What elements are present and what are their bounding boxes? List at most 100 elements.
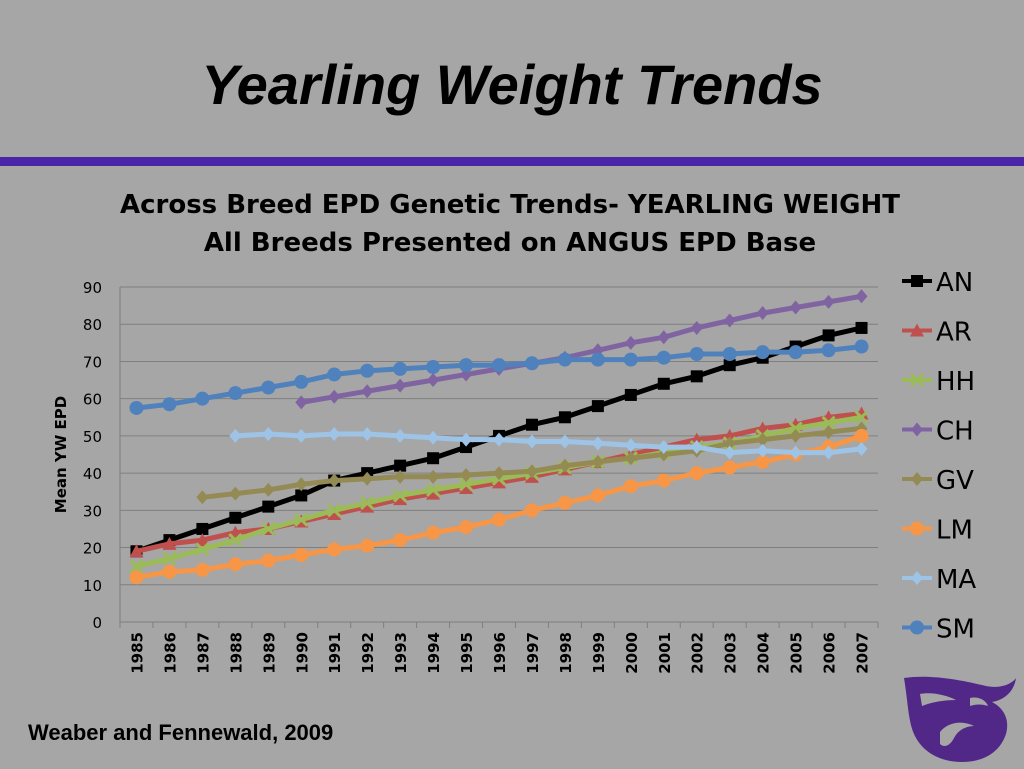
data-point-ar bbox=[393, 492, 408, 506]
data-point-ar bbox=[459, 481, 474, 494]
data-point-ma bbox=[657, 440, 670, 455]
data-point-ma bbox=[690, 440, 703, 455]
data-point-an bbox=[229, 511, 242, 524]
data-point-lm bbox=[426, 525, 441, 540]
data-point-ma bbox=[624, 438, 637, 453]
data-point-ma bbox=[262, 427, 275, 442]
data-point-lm bbox=[524, 503, 539, 518]
x-tick-label: 1993 bbox=[392, 632, 410, 674]
data-point-sm bbox=[228, 386, 243, 401]
legend-label-gv: GV bbox=[936, 466, 974, 496]
data-point-sm bbox=[854, 339, 869, 354]
data-point-sm bbox=[557, 352, 572, 367]
y-tick-label: 90 bbox=[83, 279, 102, 297]
data-point-lm bbox=[492, 512, 506, 527]
x-tick-label: 2006 bbox=[821, 632, 839, 674]
data-point-gv bbox=[756, 432, 769, 447]
data-point-ch bbox=[361, 384, 374, 399]
legend-marker-gv bbox=[911, 472, 923, 486]
data-point-hh bbox=[327, 503, 342, 518]
data-point-lm bbox=[623, 479, 638, 494]
data-point-lm bbox=[656, 473, 671, 488]
data-point-ma bbox=[460, 432, 473, 447]
data-point-an bbox=[295, 489, 308, 502]
data-point-gv bbox=[789, 428, 802, 443]
data-point-ch bbox=[855, 289, 868, 304]
data-point-ma bbox=[229, 428, 242, 443]
data-point-ma bbox=[723, 445, 736, 460]
legend-marker-an bbox=[911, 275, 923, 287]
x-tick-label: 1998 bbox=[557, 632, 575, 674]
legend-marker-ar bbox=[910, 323, 924, 337]
data-point-hh bbox=[129, 559, 144, 574]
data-point-ma bbox=[427, 430, 440, 445]
data-point-gv bbox=[657, 447, 670, 462]
data-point-ar bbox=[426, 486, 441, 500]
legend-label-hh: HH bbox=[936, 367, 975, 397]
data-point-an bbox=[460, 441, 473, 454]
y-tick-label: 80 bbox=[83, 316, 102, 334]
data-point-gv bbox=[262, 482, 275, 497]
data-point-lm bbox=[162, 564, 177, 579]
data-point-sm bbox=[656, 350, 671, 365]
data-point-sm bbox=[788, 345, 803, 360]
legend-marker-ma bbox=[911, 571, 923, 585]
powercat-icon bbox=[900, 672, 1018, 764]
data-point-sm bbox=[261, 380, 276, 395]
x-tick-label: 1988 bbox=[227, 632, 245, 674]
x-tick-label: 1992 bbox=[359, 632, 377, 674]
data-point-hh bbox=[458, 477, 474, 492]
y-tick-label: 10 bbox=[83, 577, 102, 595]
x-tick-label: 1990 bbox=[293, 632, 311, 674]
data-point-gv bbox=[624, 451, 637, 466]
data-point-hh bbox=[228, 533, 243, 548]
data-point-lm bbox=[459, 520, 474, 535]
data-point-sm bbox=[755, 345, 770, 360]
data-point-an bbox=[196, 522, 209, 535]
data-point-lm bbox=[689, 466, 704, 481]
data-point-ma bbox=[756, 443, 769, 458]
x-tick-label: 1991 bbox=[326, 632, 344, 674]
data-point-hh bbox=[294, 512, 309, 527]
data-point-ch bbox=[756, 306, 769, 321]
data-point-gv bbox=[295, 477, 308, 492]
data-point-ar bbox=[162, 536, 177, 550]
data-point-ch bbox=[427, 373, 440, 388]
x-tick-label: 1989 bbox=[260, 632, 278, 674]
data-point-ma bbox=[789, 445, 802, 460]
data-point-hh bbox=[162, 551, 177, 566]
x-tick-label: 2004 bbox=[755, 632, 773, 674]
legend-label-ma: MA bbox=[936, 565, 976, 595]
data-point-lm bbox=[854, 428, 869, 443]
data-point-sm bbox=[393, 361, 408, 376]
data-point-lm bbox=[590, 488, 605, 503]
legend-label-ar: AR bbox=[936, 318, 972, 348]
data-point-lm bbox=[228, 557, 243, 572]
data-point-ch bbox=[822, 294, 835, 309]
data-point-sm bbox=[722, 347, 737, 361]
data-point-lm bbox=[557, 495, 572, 510]
data-point-gv bbox=[427, 469, 440, 484]
data-point-ch bbox=[657, 330, 670, 345]
data-point-an bbox=[822, 329, 835, 342]
data-point-gv bbox=[196, 490, 209, 505]
y-tick-label: 0 bbox=[92, 614, 102, 632]
y-tick-label: 60 bbox=[83, 391, 102, 409]
data-point-sm bbox=[426, 360, 441, 375]
data-point-hh bbox=[426, 482, 441, 497]
data-point-ar bbox=[492, 475, 506, 489]
data-point-lm bbox=[393, 533, 408, 548]
x-tick-label: 1994 bbox=[425, 632, 443, 674]
x-tick-label: 1987 bbox=[194, 632, 212, 674]
chart-title-block: Across Breed EPD Genetic Trends- YEARLIN… bbox=[80, 186, 940, 262]
data-point-sm bbox=[162, 397, 177, 412]
data-point-ma bbox=[822, 445, 835, 460]
data-point-hh bbox=[854, 410, 869, 425]
series-line-ch bbox=[300, 293, 862, 405]
data-point-lm bbox=[195, 562, 210, 577]
legend-label-ch: CH bbox=[936, 417, 974, 447]
legend-label-an: AN bbox=[936, 268, 973, 298]
data-point-gv bbox=[493, 466, 505, 481]
data-point-gv bbox=[822, 425, 835, 440]
data-point-sm bbox=[524, 356, 539, 371]
